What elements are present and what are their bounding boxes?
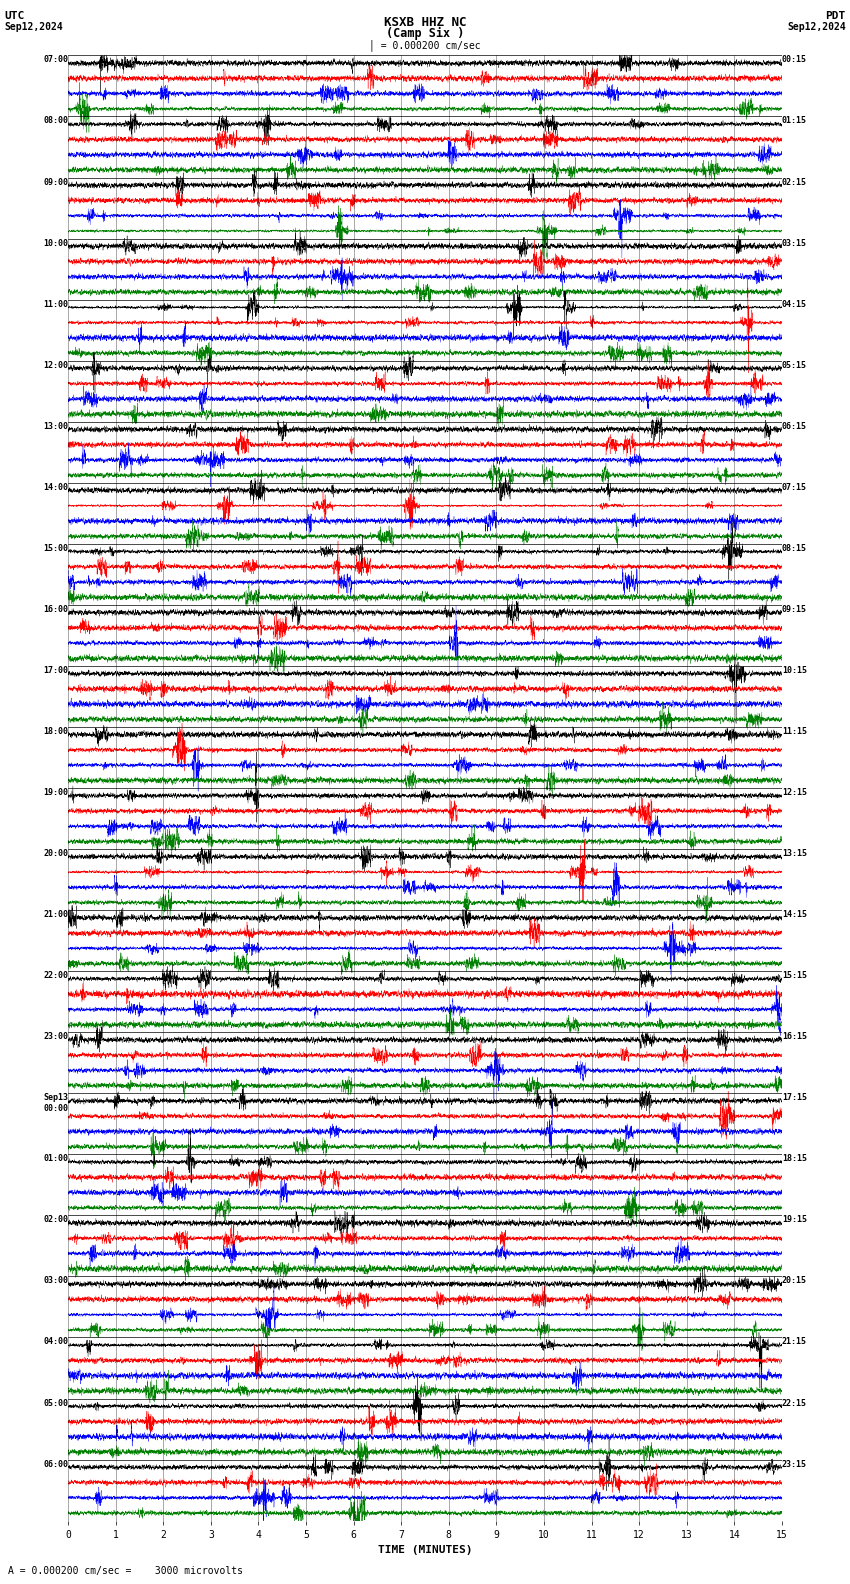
Text: Sep12,2024: Sep12,2024 [787,22,846,32]
Text: 21:15: 21:15 [782,1337,807,1346]
Text: 10:15: 10:15 [782,665,807,675]
Text: 09:00: 09:00 [43,177,68,187]
Text: 23:00: 23:00 [43,1033,68,1041]
Text: 12:15: 12:15 [782,789,807,797]
Text: Sep12,2024: Sep12,2024 [4,22,63,32]
Text: 16:15: 16:15 [782,1033,807,1041]
Text: 14:00: 14:00 [43,483,68,491]
Text: 07:15: 07:15 [782,483,807,491]
Text: 04:15: 04:15 [782,299,807,309]
Text: 02:15: 02:15 [782,177,807,187]
Text: │ = 0.000200 cm/sec: │ = 0.000200 cm/sec [369,40,481,51]
Text: 19:00: 19:00 [43,789,68,797]
Text: 20:15: 20:15 [782,1277,807,1286]
Text: 11:15: 11:15 [782,727,807,737]
Text: 03:15: 03:15 [782,239,807,247]
Text: 00:15: 00:15 [782,55,807,65]
Text: 16:00: 16:00 [43,605,68,615]
Text: UTC: UTC [4,11,25,21]
Text: 11:00: 11:00 [43,299,68,309]
Text: 01:15: 01:15 [782,117,807,125]
Text: A = 0.000200 cm/sec =    3000 microvolts: A = 0.000200 cm/sec = 3000 microvolts [8,1567,243,1576]
Text: 19:15: 19:15 [782,1215,807,1224]
Text: KSXB HHZ NC: KSXB HHZ NC [383,16,467,29]
Text: 08:15: 08:15 [782,543,807,553]
Text: PDT: PDT [825,11,846,21]
Text: 18:00: 18:00 [43,727,68,737]
Text: 08:00: 08:00 [43,117,68,125]
Text: 22:15: 22:15 [782,1399,807,1408]
Text: 05:00: 05:00 [43,1399,68,1408]
Text: 04:00: 04:00 [43,1337,68,1346]
Text: (Camp Six ): (Camp Six ) [386,27,464,40]
Text: 14:15: 14:15 [782,911,807,919]
Text: 17:15: 17:15 [782,1093,807,1102]
Text: 13:00: 13:00 [43,421,68,431]
Text: 06:00: 06:00 [43,1459,68,1468]
Text: 21:00: 21:00 [43,911,68,919]
Text: 02:00: 02:00 [43,1215,68,1224]
Text: Sep13
00:00: Sep13 00:00 [43,1093,68,1112]
Text: 03:00: 03:00 [43,1277,68,1286]
Text: 05:15: 05:15 [782,361,807,369]
Text: 15:15: 15:15 [782,971,807,980]
Text: 22:00: 22:00 [43,971,68,980]
X-axis label: TIME (MINUTES): TIME (MINUTES) [377,1546,473,1555]
Text: 12:00: 12:00 [43,361,68,369]
Text: 18:15: 18:15 [782,1155,807,1163]
Text: 09:15: 09:15 [782,605,807,615]
Text: 17:00: 17:00 [43,665,68,675]
Text: 07:00: 07:00 [43,55,68,65]
Text: 20:00: 20:00 [43,849,68,859]
Text: 10:00: 10:00 [43,239,68,247]
Text: 01:00: 01:00 [43,1155,68,1163]
Text: 06:15: 06:15 [782,421,807,431]
Text: 23:15: 23:15 [782,1459,807,1468]
Text: 13:15: 13:15 [782,849,807,859]
Text: 15:00: 15:00 [43,543,68,553]
